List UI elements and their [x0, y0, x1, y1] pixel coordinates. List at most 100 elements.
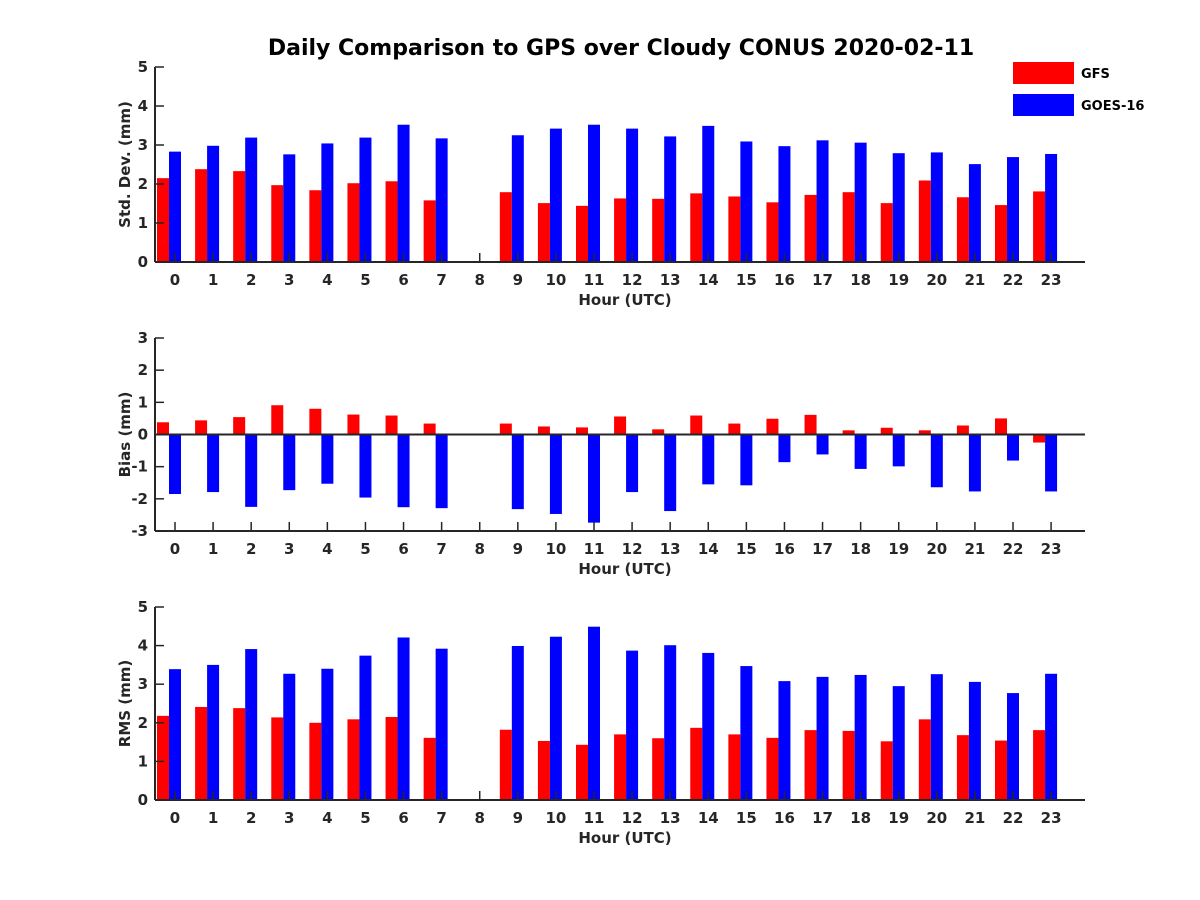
y-tick-label-rms-3: 3	[138, 675, 148, 693]
x-tick-label-rms-0: 0	[170, 809, 180, 827]
x-tick-label-bias-19: 19	[888, 540, 909, 558]
bar-rms-gfs-15	[728, 734, 741, 800]
x-tick-label-rms-14: 14	[698, 809, 719, 827]
bar-bias-goes-16-14	[702, 434, 715, 485]
legend-swatch-goes-16	[1013, 94, 1074, 116]
legend-swatch-gfs	[1013, 62, 1074, 84]
bar-rms-goes-16-6	[397, 637, 410, 800]
y-tick-label-bias-2: 2	[138, 361, 148, 379]
bar-bias-goes-16-1	[207, 434, 220, 493]
bar-bias-gfs-23	[1033, 434, 1046, 443]
bar-std-dev-goes-16-7	[435, 138, 448, 262]
bar-rms-gfs-2	[233, 708, 246, 800]
x-tick-label-rms-17: 17	[812, 809, 833, 827]
bar-std-dev-gfs-9	[499, 192, 512, 262]
y-tick-label-rms-2: 2	[138, 714, 148, 732]
chart-title: Daily Comparison to GPS over Cloudy CONU…	[268, 36, 974, 61]
x-tick-label-std-dev-6: 6	[398, 271, 408, 289]
bar-rms-goes-16-1	[207, 664, 220, 800]
bar-std-dev-gfs-6	[385, 181, 398, 262]
x-tick-label-std-dev-18: 18	[850, 271, 871, 289]
bar-rms-goes-16-21	[968, 681, 981, 800]
bar-bias-gfs-1	[195, 420, 208, 435]
bar-rms-gfs-9	[499, 729, 512, 800]
x-tick-label-bias-0: 0	[170, 540, 180, 558]
y-tick-label-std-dev-4: 4	[138, 97, 148, 115]
bar-bias-gfs-4	[309, 408, 322, 435]
x-tick-label-bias-16: 16	[774, 540, 795, 558]
x-tick-label-rms-22: 22	[1003, 809, 1024, 827]
bar-bias-goes-16-10	[549, 434, 562, 514]
x-tick-label-std-dev-2: 2	[246, 271, 256, 289]
x-tick-label-bias-23: 23	[1041, 540, 1062, 558]
y-tick-label-bias--1: -1	[131, 458, 148, 476]
bar-std-dev-goes-16-0	[169, 151, 181, 262]
y-tick-label-rms-0: 0	[138, 791, 148, 809]
x-tick-label-bias-17: 17	[812, 540, 833, 558]
y-tick-label-bias-1: 1	[138, 393, 148, 411]
x-tick-label-rms-18: 18	[850, 809, 871, 827]
x-tick-label-rms-4: 4	[322, 809, 332, 827]
bar-rms-gfs-6	[385, 717, 398, 800]
bar-std-dev-gfs-12	[614, 198, 627, 262]
bar-rms-goes-16-2	[245, 649, 258, 800]
x-tick-label-std-dev-20: 20	[926, 271, 947, 289]
x-tick-label-rms-5: 5	[360, 809, 370, 827]
x-tick-label-bias-22: 22	[1003, 540, 1024, 558]
x-tick-label-bias-21: 21	[964, 540, 985, 558]
bar-std-dev-goes-16-4	[321, 143, 334, 262]
x-tick-label-std-dev-5: 5	[360, 271, 370, 289]
bar-std-dev-goes-16-21	[968, 164, 981, 262]
x-tick-label-std-dev-3: 3	[284, 271, 294, 289]
y-tick-label-bias-0: 0	[138, 426, 148, 444]
x-tick-label-bias-9: 9	[513, 540, 523, 558]
bar-rms-goes-16-23	[1045, 673, 1058, 800]
x-tick-label-bias-5: 5	[360, 540, 370, 558]
x-axis-title-std-dev: Hour (UTC)	[578, 291, 671, 309]
bar-bias-goes-16-12	[626, 434, 639, 493]
bar-bias-gfs-9	[499, 423, 512, 435]
bar-rms-goes-16-12	[626, 650, 639, 800]
x-tick-label-std-dev-19: 19	[888, 271, 909, 289]
bar-std-dev-gfs-14	[690, 193, 703, 262]
bar-std-dev-gfs-21	[956, 197, 969, 262]
bar-std-dev-gfs-13	[652, 198, 665, 262]
bar-rms-goes-16-22	[1007, 693, 1019, 800]
bar-std-dev-gfs-19	[880, 203, 893, 262]
bar-rms-goes-16-16	[778, 681, 791, 800]
x-tick-label-std-dev-4: 4	[322, 271, 332, 289]
bar-rms-goes-16-7	[435, 648, 448, 800]
x-tick-label-rms-15: 15	[736, 809, 757, 827]
x-tick-label-bias-14: 14	[698, 540, 719, 558]
y-tick-label-std-dev-5: 5	[138, 58, 148, 76]
x-tick-label-bias-18: 18	[850, 540, 871, 558]
x-tick-label-std-dev-10: 10	[545, 271, 566, 289]
x-tick-label-std-dev-9: 9	[513, 271, 523, 289]
bar-rms-gfs-0	[157, 715, 169, 800]
bar-rms-gfs-12	[614, 734, 627, 800]
x-tick-label-rms-10: 10	[545, 809, 566, 827]
bar-bias-goes-16-13	[664, 434, 677, 512]
bar-bias-gfs-13	[652, 429, 665, 435]
bar-bias-gfs-22	[995, 418, 1007, 435]
x-tick-label-bias-3: 3	[284, 540, 294, 558]
x-tick-label-std-dev-21: 21	[964, 271, 985, 289]
bar-std-dev-gfs-1	[195, 169, 208, 262]
bar-rms-goes-16-13	[664, 645, 677, 800]
bar-std-dev-gfs-0	[157, 178, 169, 262]
bar-std-dev-gfs-10	[537, 203, 550, 262]
bar-std-dev-goes-16-14	[702, 125, 715, 262]
bar-bias-gfs-7	[423, 423, 436, 435]
y-tick-label-std-dev-0: 0	[138, 253, 148, 271]
bar-bias-goes-16-7	[435, 434, 448, 509]
y-tick-label-std-dev-3: 3	[138, 136, 148, 154]
x-tick-label-rms-16: 16	[774, 809, 795, 827]
bar-std-dev-goes-16-20	[930, 152, 943, 262]
bar-std-dev-gfs-23	[1033, 191, 1046, 262]
x-tick-label-bias-6: 6	[398, 540, 408, 558]
bar-rms-gfs-1	[195, 706, 208, 800]
bar-bias-goes-16-6	[397, 434, 410, 508]
bar-rms-goes-16-18	[854, 674, 867, 800]
bar-bias-gfs-20	[918, 430, 931, 435]
